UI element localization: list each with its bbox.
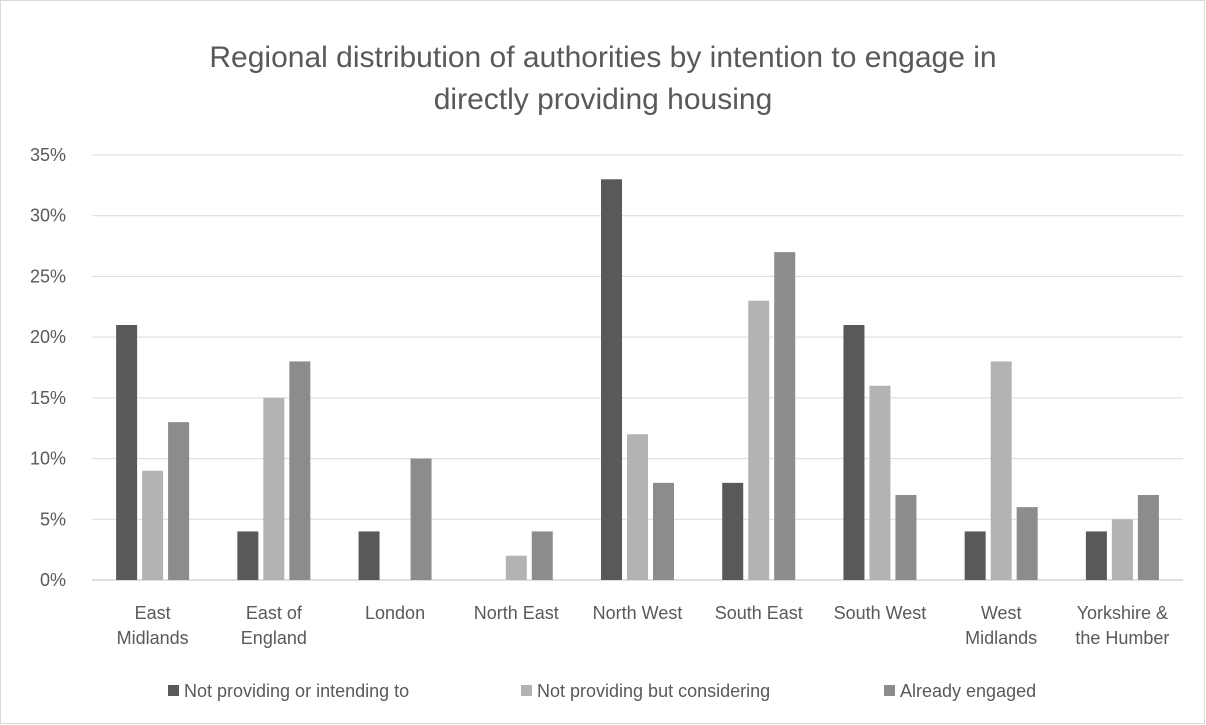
bar-2 — [869, 385, 891, 580]
bar-3 — [1016, 507, 1038, 580]
chart-title-line: directly providing housing — [434, 83, 773, 116]
bar-1 — [1085, 531, 1107, 580]
legend-swatch — [168, 685, 179, 696]
legend-swatch — [884, 685, 895, 696]
bar-1 — [601, 179, 622, 581]
x-category-label: England — [241, 628, 307, 648]
bar-1 — [116, 325, 138, 580]
x-category-label: East — [135, 603, 171, 623]
bar-1 — [964, 531, 986, 580]
x-category-label: East of — [246, 603, 303, 623]
y-tick-label: 0% — [40, 570, 66, 590]
y-tick-label: 20% — [30, 327, 66, 347]
chart-title: Regional distribution of authorities by … — [209, 41, 996, 116]
x-category-label: the Humber — [1075, 628, 1169, 648]
bar-3 — [895, 495, 917, 580]
y-tick-label: 5% — [40, 509, 66, 529]
bar-3 — [168, 422, 190, 580]
bar-2 — [627, 434, 648, 580]
bar-1 — [843, 325, 865, 580]
y-tick-label: 15% — [30, 388, 66, 408]
bar-3 — [653, 482, 674, 580]
x-category-label: South West — [834, 603, 927, 623]
bar-1 — [237, 531, 259, 580]
chart-title-line: Regional distribution of authorities by … — [209, 41, 996, 74]
bars — [116, 179, 1159, 581]
x-category-label: North East — [474, 603, 559, 623]
bar-2 — [142, 470, 164, 580]
x-category-label: London — [365, 603, 425, 623]
y-tick-label: 10% — [30, 449, 66, 469]
x-category-label: Midlands — [965, 628, 1037, 648]
bar-2 — [263, 397, 285, 580]
x-category-label: Yorkshire & — [1077, 603, 1168, 623]
legend-label: Already engaged — [900, 681, 1036, 701]
bar-2 — [1111, 519, 1133, 580]
legend-swatch — [521, 685, 532, 696]
x-category-label: Midlands — [117, 628, 189, 648]
x-category-label: South East — [715, 603, 803, 623]
bar-1 — [358, 531, 380, 580]
x-axis-category-labels: East Midlands East of England London North Ea… — [117, 603, 1170, 648]
legend: Not providing or intending to Not providi… — [168, 681, 1036, 701]
y-tick-label: 25% — [30, 266, 66, 286]
x-category-label: West — [981, 603, 1022, 623]
bar-2 — [505, 555, 527, 580]
bar-2 — [990, 361, 1012, 580]
y-tick-label: 30% — [30, 206, 66, 226]
bar-3 — [410, 458, 432, 580]
y-tick-label: 35% — [30, 145, 66, 165]
y-axis-tick-labels: 0% 5% 10% 15% 20% 25% 30% 35% — [30, 145, 66, 590]
legend-label: Not providing or intending to — [184, 681, 409, 701]
bar-3 — [774, 252, 796, 580]
legend-label: Not providing but considering — [537, 681, 770, 701]
bar-3 — [289, 361, 311, 580]
bar-2 — [748, 300, 770, 580]
bar-3 — [531, 531, 553, 580]
bar-1 — [722, 482, 744, 580]
x-category-label: North West — [593, 603, 683, 623]
bar-3 — [1137, 495, 1159, 580]
